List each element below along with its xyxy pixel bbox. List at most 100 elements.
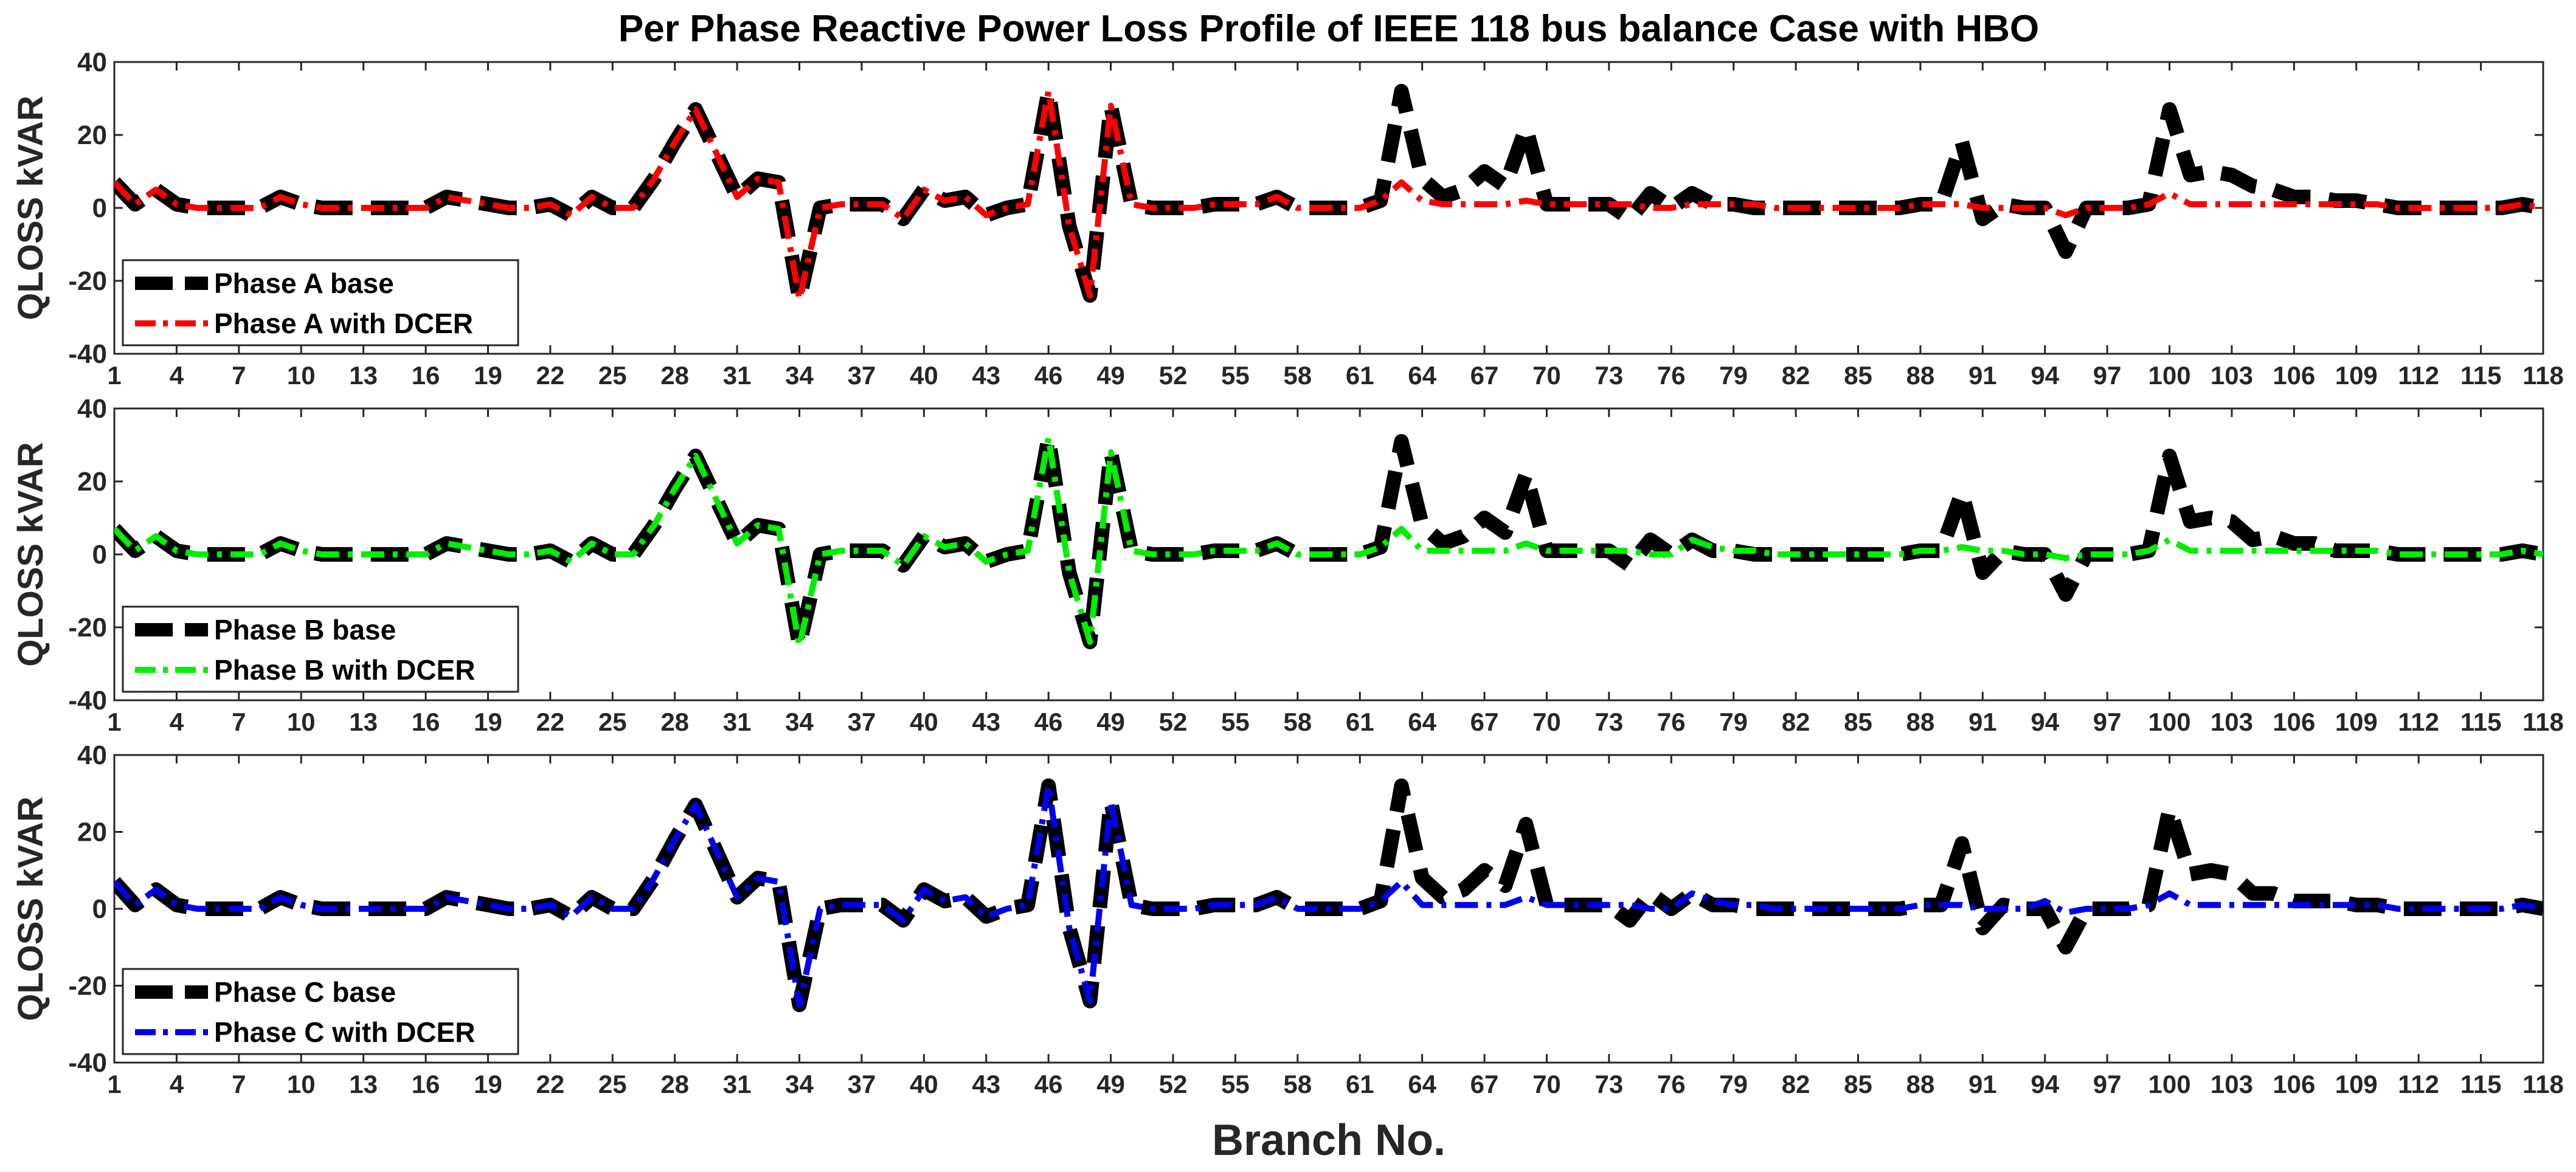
x-tick-label: 46 (1034, 708, 1063, 736)
x-tick-label: 37 (848, 708, 876, 736)
x-tick-label: 58 (1283, 1070, 1312, 1098)
legend-box (122, 259, 519, 346)
x-tick-label: 43 (972, 1070, 1000, 1098)
x-tick-label: 58 (1283, 361, 1312, 390)
y-tick-label: 20 (77, 818, 107, 847)
x-tick-label: 88 (1906, 1070, 1935, 1098)
x-tick-label: 31 (723, 361, 752, 390)
x-tick-label: 49 (1096, 361, 1125, 390)
x-tick-label: 64 (1408, 1070, 1436, 1098)
x-tick-label: 109 (2335, 1070, 2378, 1098)
x-tick-label: 46 (1034, 1070, 1063, 1098)
x-tick-label: 70 (1532, 1070, 1561, 1098)
legend-label: Phase B with DCER (214, 654, 475, 686)
x-tick-label: 94 (2031, 361, 2059, 390)
x-axis-label: Branch No. (1212, 1116, 1446, 1165)
x-tick-label: 67 (1470, 708, 1499, 736)
panels: 1 4 7 10 13 16 19 22 25 28 31 34 37 40 43 46 49 52 55 58 61 6… (11, 47, 2564, 1098)
series-line-phase-c-with-dcer (114, 782, 2543, 1008)
y-tick-label: -40 (68, 686, 107, 715)
x-tick-label: 106 (2273, 708, 2315, 736)
x-tick-label: 28 (660, 1070, 689, 1098)
y-tick-label: -40 (68, 339, 107, 369)
x-tick-label: 106 (2273, 361, 2315, 390)
x-tick-label: 103 (2211, 1070, 2253, 1098)
x-tick-label: 22 (536, 361, 565, 390)
x-tick-label: 40 (910, 708, 938, 736)
y-tick-label: -40 (68, 1048, 107, 1078)
x-tick-label: 1 (107, 1070, 121, 1098)
y-tick-label: 40 (77, 740, 107, 770)
x-tick-label: 55 (1221, 708, 1250, 736)
x-tick-label: 19 (474, 361, 502, 390)
x-tick-label: 19 (474, 1070, 502, 1098)
x-tick-label: 97 (2093, 1070, 2122, 1098)
x-tick-label: 79 (1719, 708, 1748, 736)
x-tick-label: 49 (1096, 1070, 1125, 1098)
x-tick-label: 85 (1844, 708, 1872, 736)
x-tick-label: 88 (1906, 708, 1935, 736)
legend: Phase B base Phase B with DCER (122, 605, 519, 693)
x-tick-label: 16 (412, 708, 440, 736)
y-axis-label: QLOSS kVAR (11, 796, 50, 1021)
x-tick-label: 34 (785, 361, 814, 390)
x-tick-label: 82 (1782, 708, 1810, 736)
legend-box (122, 605, 519, 693)
legend-label: Phase A base (214, 267, 394, 299)
x-tick-label: 10 (287, 1070, 316, 1098)
x-tick-label: 94 (2031, 1070, 2059, 1098)
x-tick-label: 79 (1719, 1070, 1748, 1098)
x-tick-label: 67 (1470, 361, 1499, 390)
x-tick-label: 64 (1408, 708, 1436, 736)
x-tick-label: 67 (1470, 1070, 1499, 1098)
legend-label: Phase B base (214, 614, 396, 646)
x-tick-label: 97 (2093, 708, 2122, 736)
series-line-phase-b-with-dcer (114, 435, 2543, 649)
x-tick-label: 43 (972, 708, 1000, 736)
x-tick-label: 115 (2460, 708, 2502, 736)
x-tick-label: 34 (785, 1070, 814, 1098)
y-axis-label: QLOSS kVAR (11, 95, 50, 320)
x-tick-label: 115 (2460, 361, 2502, 390)
y-axis-label: QLOSS kVAR (11, 442, 50, 667)
panel-1: 1 4 7 10 13 16 19 22 25 28 31 34 37 40 43 46 49 52 55 58 61 6… (11, 47, 2564, 390)
x-tick-label: 103 (2211, 708, 2253, 736)
x-tick-label: 109 (2335, 361, 2378, 390)
x-tick-label: 112 (2398, 1070, 2439, 1098)
y-tick-label: -20 (68, 971, 107, 1001)
x-tick-label: 49 (1096, 708, 1125, 736)
x-tick-label: 13 (349, 708, 378, 736)
x-tick-label: 76 (1657, 361, 1686, 390)
x-tick-label: 31 (723, 1070, 752, 1098)
x-tick-label: 112 (2398, 708, 2439, 736)
x-tick-label: 52 (1159, 1070, 1188, 1098)
y-tick-label: 20 (77, 120, 107, 150)
y-tick-label: 20 (77, 467, 107, 497)
y-tick-label: -20 (68, 266, 107, 296)
legend-box (122, 968, 519, 1055)
x-tick-label: 55 (1221, 1070, 1250, 1098)
x-tick-label: 1 (107, 361, 121, 390)
x-tick-label: 85 (1844, 1070, 1872, 1098)
x-tick-label: 82 (1782, 361, 1810, 390)
x-tick-label: 58 (1283, 708, 1312, 736)
x-tick-label: 73 (1594, 1070, 1623, 1098)
x-tick-label: 115 (2460, 1070, 2502, 1098)
x-tick-label: 7 (232, 708, 246, 736)
x-tick-label: 16 (412, 1070, 440, 1098)
x-tick-label: 4 (170, 708, 184, 736)
x-tick-label: 13 (349, 361, 378, 390)
panel-2: 1 4 7 10 13 16 19 22 25 28 31 34 37 40 43 46 49 52 55 58 61 6… (11, 394, 2564, 736)
legend-label: Phase A with DCER (214, 308, 473, 339)
x-tick-label: 82 (1782, 1070, 1810, 1098)
series-line-phase-a-with-dcer (114, 88, 2543, 302)
x-tick-label: 40 (910, 361, 938, 390)
x-tick-label: 61 (1346, 361, 1374, 390)
x-tick-label: 61 (1346, 1070, 1374, 1098)
x-tick-label: 37 (848, 1070, 876, 1098)
y-tick-label: 40 (77, 47, 107, 77)
x-tick-label: 70 (1532, 708, 1561, 736)
x-tick-label: 64 (1408, 361, 1436, 390)
x-tick-label: 112 (2398, 361, 2439, 390)
x-tick-label: 73 (1594, 708, 1623, 736)
